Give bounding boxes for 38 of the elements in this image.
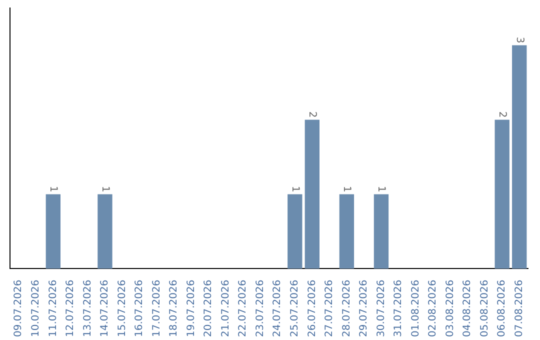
x-tick-label: 22.07.2026 <box>238 280 249 338</box>
data-label: 1 <box>376 186 387 192</box>
x-tick-label: 11.07.2026 <box>48 280 59 338</box>
data-label: 1 <box>341 186 352 192</box>
data-label: 3 <box>514 36 525 44</box>
x-tick-label: 10.07.2026 <box>30 280 42 338</box>
x-tick-label: 27.07.2026 <box>324 280 336 338</box>
x-tick-label: 13.07.2026 <box>82 280 94 338</box>
x-tick-label: 16.07.2026 <box>134 280 146 338</box>
x-tick-label: 30.07.2026 <box>376 280 387 338</box>
x-tick-label: 02.08.2026 <box>428 280 439 338</box>
x-tick-label: 29.07.2026 <box>358 280 370 338</box>
data-label: 2 <box>306 111 318 118</box>
x-tick-label: 03.08.2026 <box>444 280 456 338</box>
data-label: 1 <box>289 186 300 192</box>
x-tick-label: 07.08.2026 <box>514 280 525 338</box>
x-tick-label: 01.08.2026 <box>410 280 422 338</box>
x-tick-label: 26.07.2026 <box>306 280 318 338</box>
x-tick-label: 17.07.2026 <box>151 280 162 338</box>
x-tick-label: 21.07.2026 <box>220 280 232 338</box>
x-tick-label: 20.07.2026 <box>203 280 214 338</box>
x-tick-label: 05.08.2026 <box>479 280 490 338</box>
data-label: 1 <box>48 186 59 192</box>
x-tick-label: 12.07.2026 <box>65 280 76 338</box>
x-tick-label: 15.07.2026 <box>116 280 128 338</box>
x-tick-label: 04.08.2026 <box>462 280 474 338</box>
x-tick-label: 18.07.2026 <box>168 280 180 338</box>
x-tick-label: 09.07.2026 <box>13 280 24 338</box>
x-tick-label: 25.07.2026 <box>289 280 300 338</box>
data-label: 2 <box>496 111 508 118</box>
x-tick-label: 14.07.2026 <box>100 280 111 338</box>
x-tick-label: 24.07.2026 <box>272 280 284 338</box>
x-tick-label: 31.07.2026 <box>393 280 404 338</box>
data-label: 1 <box>99 186 110 192</box>
x-tick-label: 19.07.2026 <box>186 280 197 338</box>
x-tick-label: 23.07.2026 <box>254 280 266 338</box>
x-tick-label: 06.08.2026 <box>496 280 508 338</box>
x-tick-label: 28.07.2026 <box>341 280 352 338</box>
